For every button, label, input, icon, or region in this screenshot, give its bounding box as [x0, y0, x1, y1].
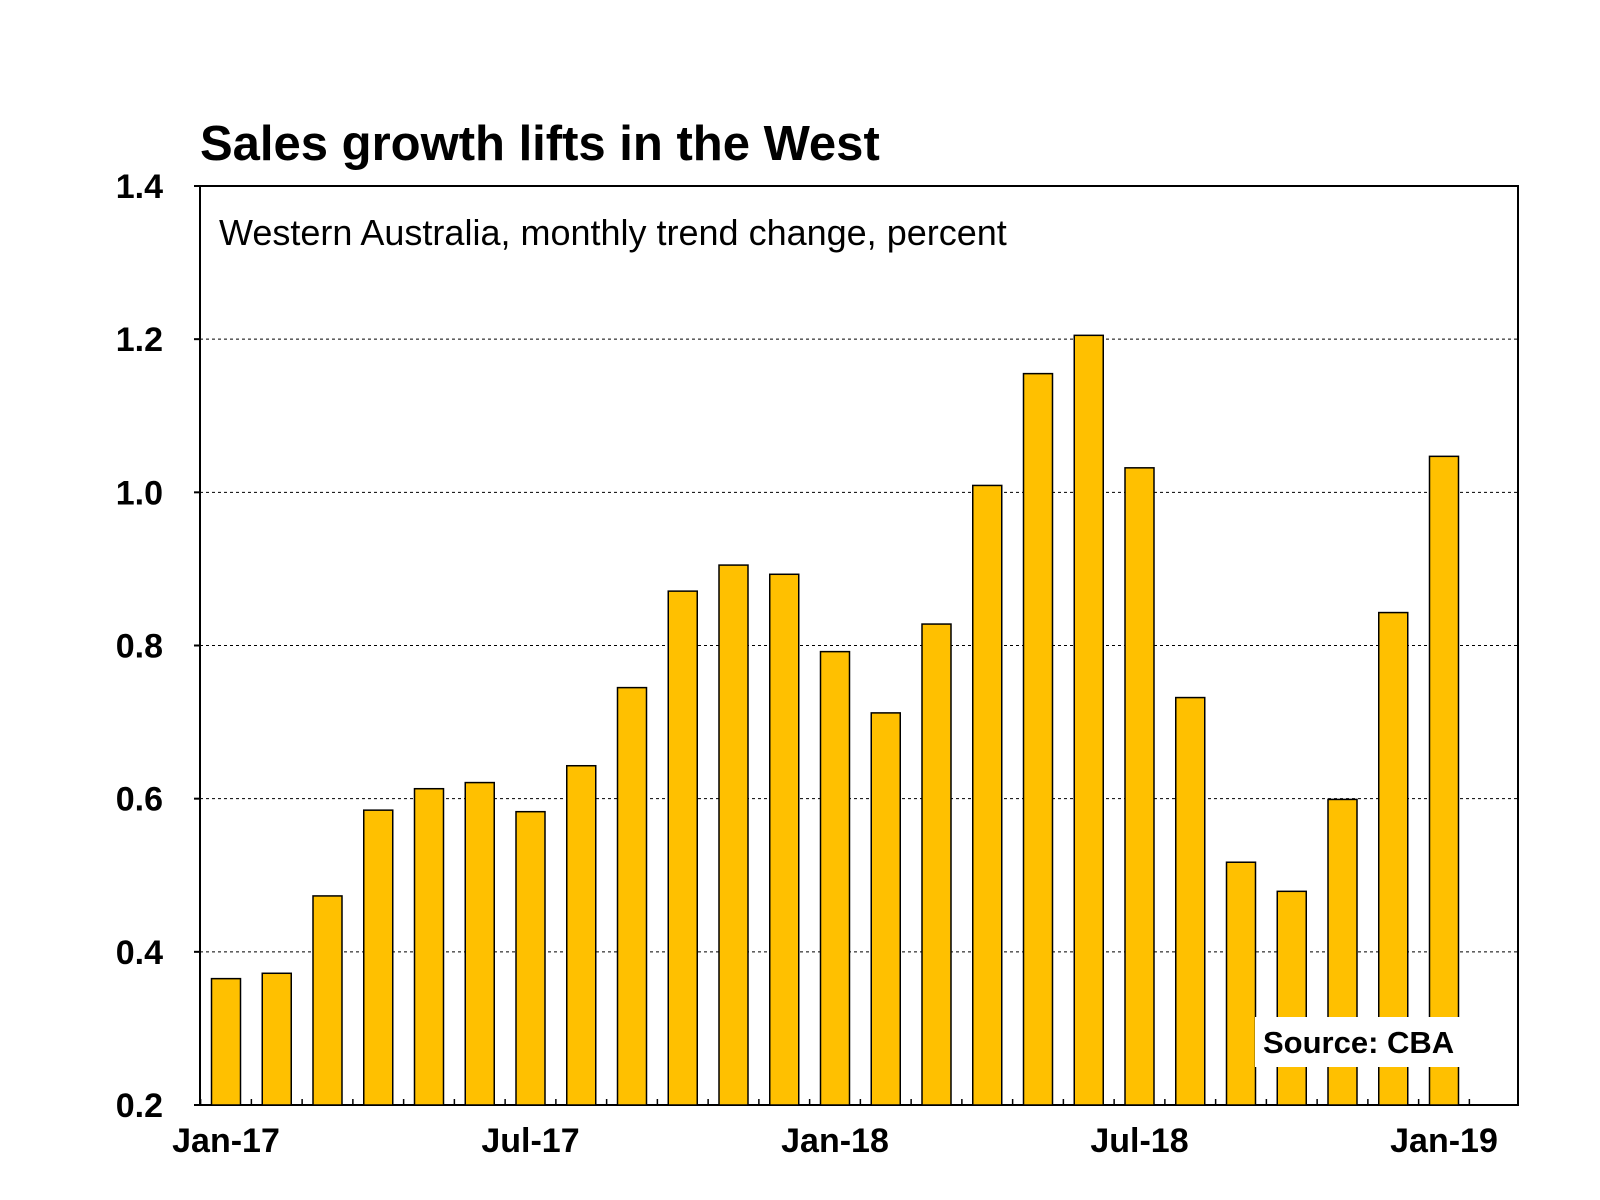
bar-aug-18 — [1175, 696, 1206, 1106]
y-tick-label: 1.0 — [116, 474, 163, 512]
gridlines — [200, 338, 1518, 953]
chart-title: Sales growth lifts in the West — [200, 117, 880, 171]
y-tick-label: 0.6 — [116, 781, 163, 819]
y-tick-label: 1.4 — [116, 168, 163, 206]
bar-jun-17 — [464, 781, 495, 1106]
y-tick-label: 0.2 — [116, 1087, 163, 1125]
bar-dec-17 — [769, 573, 800, 1106]
source-label: Source: CBA — [1263, 1025, 1454, 1060]
x-tick-label: Jul-17 — [481, 1122, 579, 1160]
bar-jul-18 — [1124, 467, 1155, 1106]
bar-feb-18 — [870, 712, 901, 1106]
y-tick-label: 0.8 — [116, 628, 163, 666]
y-axis: 0.2 0.4 0.6 0.8 1.0 1.2 1.4 — [116, 168, 200, 1125]
y-tick-label: 0.4 — [116, 934, 163, 972]
bar-oct-18 — [1276, 890, 1307, 1106]
bar-mar-17 — [312, 895, 343, 1106]
x-tick-label: Jan-17 — [172, 1122, 280, 1160]
bar-aug-17 — [566, 764, 597, 1106]
bar-jan-19 — [1428, 455, 1460, 1106]
bar-apr-17 — [363, 809, 394, 1106]
bars — [210, 334, 1460, 1106]
plot-frame — [199, 185, 1519, 1106]
bar-sep-17 — [616, 686, 648, 1106]
bar-jun-18 — [1073, 334, 1104, 1106]
bar-sep-18 — [1225, 861, 1257, 1106]
x-tick-label: Jan-18 — [781, 1122, 889, 1160]
bar-oct-17 — [667, 590, 698, 1106]
chart-subtitle: Western Australia, monthly trend change,… — [219, 212, 1007, 253]
bar-apr-18 — [972, 484, 1003, 1106]
bar-jan-17 — [210, 977, 242, 1106]
bar-may-18 — [1022, 372, 1054, 1106]
bar-may-17 — [413, 787, 445, 1106]
y-tick-label: 1.2 — [116, 321, 163, 359]
source-label-background — [1255, 1017, 1477, 1067]
bar-nov-17 — [718, 564, 749, 1106]
x-tick-label: Jan-19 — [1390, 1122, 1498, 1160]
bar-jul-17 — [515, 810, 546, 1106]
bar-feb-17 — [261, 972, 292, 1106]
bar-jan-18 — [819, 650, 851, 1106]
bar-mar-18 — [921, 623, 952, 1106]
x-axis: Jan-17 Jul-17 Jan-18 Jul-18 Jan-19 — [172, 1099, 1498, 1160]
x-tick-label: Jul-18 — [1090, 1122, 1188, 1160]
